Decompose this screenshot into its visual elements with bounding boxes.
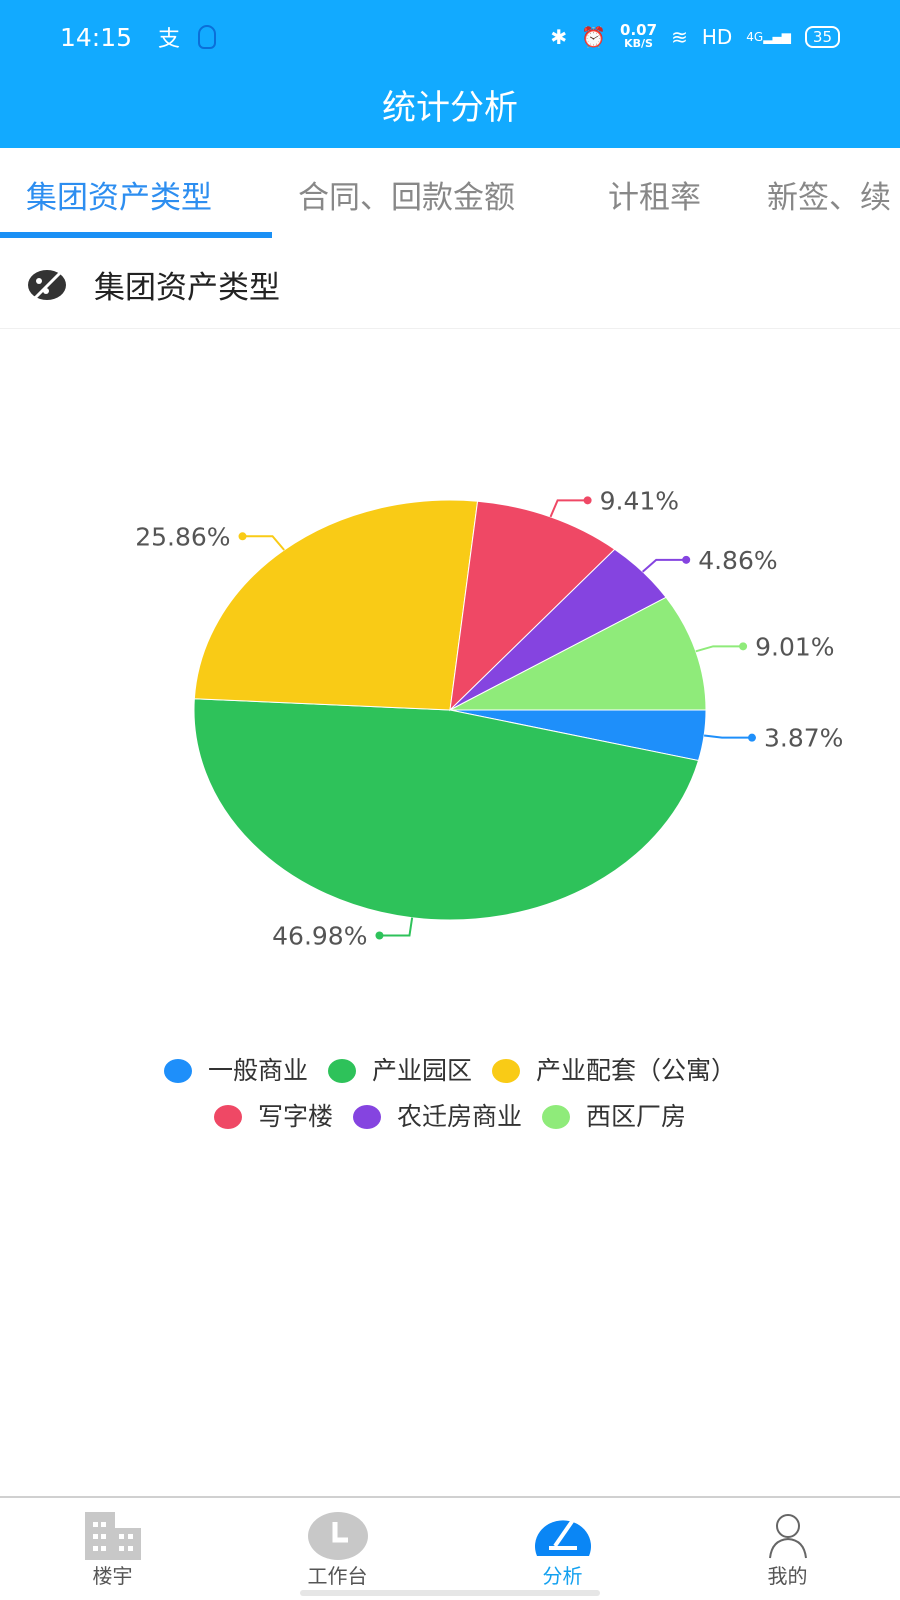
nav-label: 楼宇: [92, 1564, 133, 1588]
legend-item[interactable]: 写字楼: [213, 1096, 333, 1138]
data-label: 25.86%: [135, 522, 230, 551]
label-leader-line: [242, 535, 285, 551]
app-header: 14:15 支 ✱ ⏰ 0.07 KB/S ≋ HD 4G▂▄▆ 35 统计分析: [0, 0, 900, 148]
legend-label: 产业园区: [371, 1056, 472, 1085]
data-label: 3.87%: [764, 724, 843, 753]
label-leader-line: [379, 917, 414, 937]
label-dot: [682, 555, 691, 564]
legend-dot: [327, 1059, 356, 1083]
alarm-icon: ⏰: [581, 25, 607, 49]
section-header: 集团资产类型: [26, 262, 280, 307]
alipay-icon: 支: [158, 27, 181, 52]
page-title: 统计分析: [382, 88, 518, 128]
nav-mine[interactable]: 我的: [675, 1498, 900, 1600]
clock-icon: [307, 1512, 368, 1560]
signal-type: 4G: [746, 30, 764, 44]
nav-label: 工作台: [307, 1564, 368, 1588]
nav-label: 我的: [767, 1564, 808, 1588]
data-label: 9.01%: [755, 632, 834, 661]
tab-indicator: [0, 232, 272, 238]
section-title: 集团资产类型: [94, 270, 280, 306]
label-dot: [739, 642, 748, 651]
pie-slice[interactable]: [449, 500, 616, 712]
pie-slice[interactable]: [449, 596, 707, 711]
tab-contract-payment[interactable]: 合同、回款金额: [298, 180, 515, 216]
tab-rent-rate[interactable]: 计租率: [608, 180, 701, 216]
data-label: 9.41%: [600, 486, 679, 515]
pie-slice[interactable]: [193, 698, 700, 921]
label-leader-line: [549, 499, 588, 518]
label-leader-line: [703, 734, 752, 739]
nav-label: 分析: [542, 1564, 583, 1588]
net-speed-value: 0.07: [620, 21, 658, 39]
label-dot: [583, 496, 592, 505]
net-speed: 0.07 KB/S: [620, 23, 657, 51]
label-leader-line: [641, 558, 687, 573]
pie-chart: 3.87% 46.98% 25.86% 9.41% 4.86% 9.01%: [135, 486, 843, 950]
legend-item[interactable]: 产业配套（公寓）: [492, 1050, 736, 1092]
status-bar: 14:15 支 ✱ ⏰ 0.07 KB/S ≋ HD 4G▂▄▆ 35: [60, 20, 840, 54]
tab-new-renew[interactable]: 新签、续: [767, 180, 891, 216]
legend-label: 农迁房商业: [396, 1102, 522, 1131]
label-dot: [375, 931, 384, 940]
building-icon: [84, 1512, 141, 1560]
legend-dot: [352, 1105, 381, 1129]
data-label: 4.86%: [698, 546, 777, 575]
home-indicator[interactable]: [300, 1590, 600, 1596]
legend-dot: [492, 1059, 520, 1083]
nav-analysis[interactable]: 分析: [450, 1498, 675, 1600]
chart-legend: 一般商业 产业园区 产业配套（公寓） 写字楼 农迁房商业 西区厂房: [0, 1050, 900, 1142]
legend-label: 西区厂房: [586, 1102, 687, 1131]
signal-icon: 4G▂▄▆: [746, 30, 791, 44]
nav-workbench[interactable]: 工作台: [225, 1498, 450, 1600]
divider: [0, 328, 900, 329]
qq-icon: [198, 25, 217, 49]
legend-item[interactable]: 农迁房商业: [352, 1096, 522, 1138]
legend-label: 写字楼: [257, 1102, 333, 1131]
palette-icon: [28, 269, 66, 300]
tab-asset-type[interactable]: 集团资产类型: [26, 180, 212, 216]
data-label: 46.98%: [272, 921, 367, 950]
label-dot: [747, 733, 756, 742]
legend-dot: [542, 1105, 570, 1129]
bottom-nav: 楼宇 工作台 分析 我的: [0, 1496, 900, 1600]
net-speed-unit: KB/S: [624, 37, 653, 50]
label-dot: [238, 532, 247, 541]
wifi-icon: ≋: [671, 25, 688, 49]
status-time: 14:15: [60, 22, 133, 52]
legend-item[interactable]: 西区厂房: [542, 1096, 686, 1138]
gauge-icon: [534, 1518, 591, 1556]
bluetooth-icon: ✱: [550, 25, 568, 49]
pie-slice[interactable]: [193, 499, 479, 711]
legend-label: 产业配套（公寓）: [536, 1056, 737, 1085]
legend-dot: [163, 1059, 192, 1083]
label-leader-line: [695, 645, 744, 653]
battery-icon: 35: [804, 26, 840, 48]
legend-item[interactable]: 一般商业: [163, 1050, 308, 1092]
nav-building[interactable]: 楼宇: [0, 1498, 225, 1600]
hd-indicator: HD: [701, 25, 733, 49]
legend-item[interactable]: 产业园区: [327, 1050, 472, 1092]
tab-bar: 集团资产类型 合同、回款金额 计租率 新签、续: [0, 148, 900, 238]
user-icon: [768, 1514, 807, 1559]
legend-dot: [213, 1105, 242, 1129]
legend-label: 一般商业: [207, 1056, 308, 1085]
